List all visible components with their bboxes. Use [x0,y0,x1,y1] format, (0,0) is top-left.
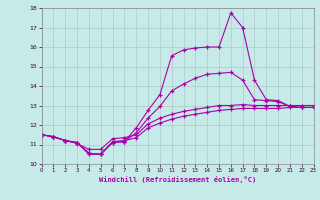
X-axis label: Windchill (Refroidissement éolien,°C): Windchill (Refroidissement éolien,°C) [99,176,256,183]
